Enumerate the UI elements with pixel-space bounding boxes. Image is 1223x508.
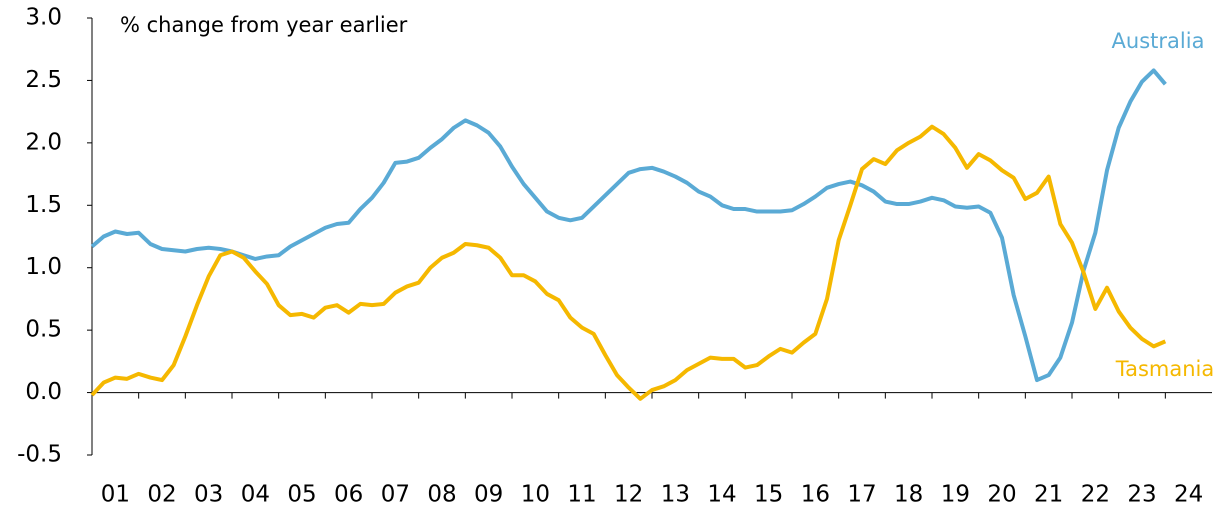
series-label: Australia — [1112, 29, 1205, 53]
x-tick-label: 17 — [847, 482, 876, 508]
x-tick-label: 01 — [101, 482, 130, 508]
y-tick-label: 0.0 — [25, 379, 62, 405]
x-tick-label: 21 — [1034, 482, 1063, 508]
annotation: % change from year earlier — [120, 13, 408, 37]
x-tick-label: 04 — [241, 482, 270, 508]
x-tick-label: 22 — [1081, 482, 1110, 508]
x-tick-label: 06 — [334, 482, 363, 508]
x-tick-label: 10 — [521, 482, 550, 508]
x-tick-label: 19 — [941, 482, 970, 508]
y-tick-label: 1.0 — [25, 254, 62, 280]
series-label: Tasmania — [1115, 357, 1215, 381]
x-tick-label: 24 — [1174, 482, 1203, 508]
x-tick-label: 08 — [427, 482, 456, 508]
y-tick-label: 2.0 — [25, 129, 62, 155]
x-tick-label: 23 — [1127, 482, 1156, 508]
y-tick-label: 1.5 — [25, 192, 62, 218]
y-tick-label: 0.5 — [25, 317, 62, 343]
x-tick-label: 02 — [147, 482, 176, 508]
x-tick-label: 12 — [614, 482, 643, 508]
x-tick-label: 11 — [567, 482, 596, 508]
x-tick-label: 13 — [661, 482, 690, 508]
x-tick-label: 05 — [287, 482, 316, 508]
x-tick-label: 18 — [894, 482, 923, 508]
x-tick-label: 20 — [987, 482, 1016, 508]
x-tick-label: 07 — [381, 482, 410, 508]
x-tick-label: 03 — [194, 482, 223, 508]
y-tick-label: 3.0 — [25, 5, 62, 31]
y-tick-label: 2.5 — [25, 67, 62, 93]
series-line — [90, 124, 1167, 401]
x-tick-label: 14 — [707, 482, 736, 508]
x-tick-label: 15 — [754, 482, 783, 508]
series-line — [90, 68, 1167, 383]
x-tick-label: 09 — [474, 482, 503, 508]
y-tick-label: -0.5 — [17, 442, 62, 468]
x-tick-label: 16 — [801, 482, 830, 508]
